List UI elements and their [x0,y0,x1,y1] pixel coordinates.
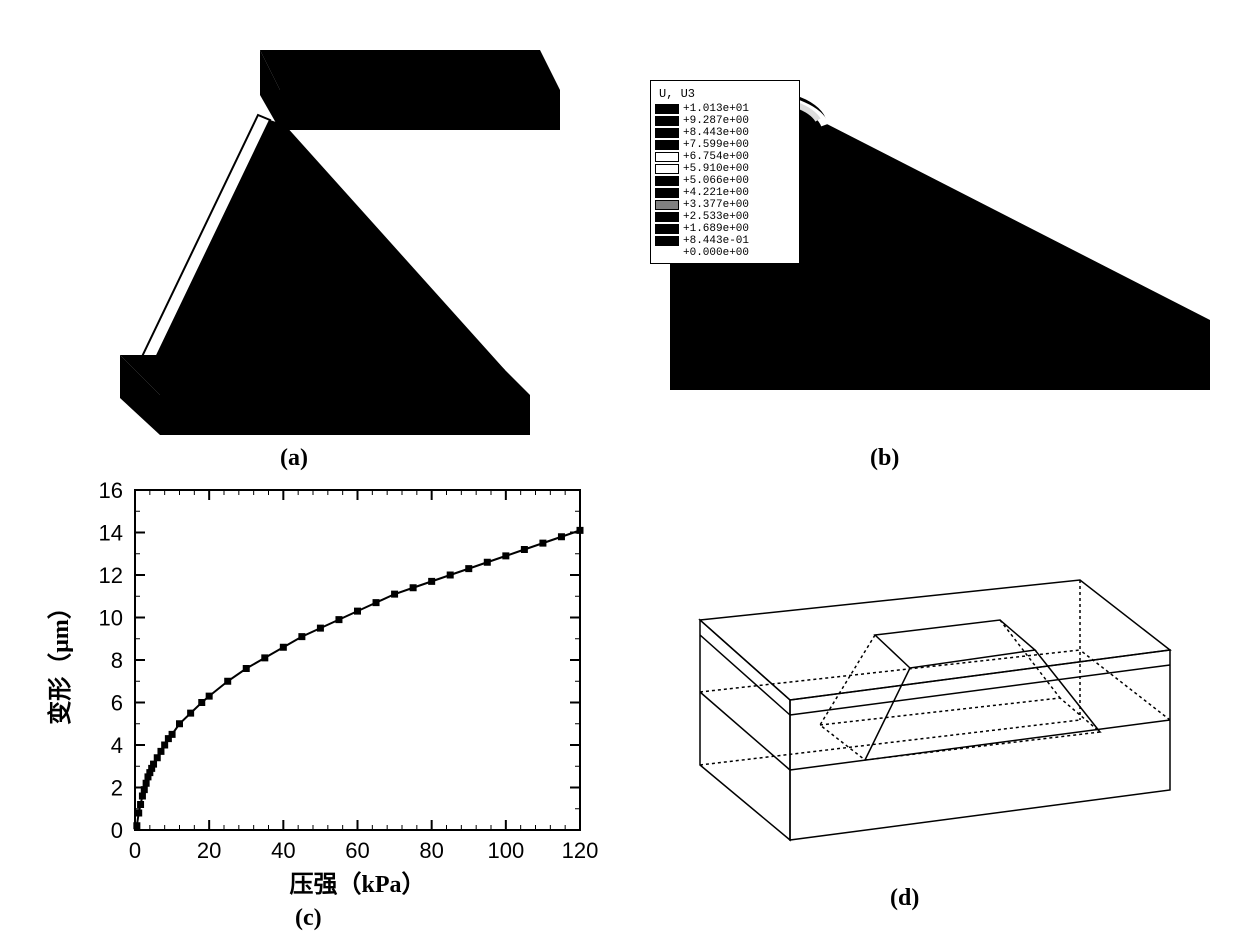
svg-text:16: 16 [99,480,123,503]
svg-text:20: 20 [197,838,221,863]
panel-d-label: (d) [890,885,919,912]
legend-swatch [655,140,679,150]
legend-swatch [655,188,679,198]
panel-b-label: (b) [870,445,899,472]
panel-c-label: (c) [295,905,322,932]
deformation-chart: 0 20 40 60 80 100 120 0 2 4 6 8 10 12 14 16 压强（kPa） 变形（μm… [40,480,600,910]
legend-swatch [655,176,679,186]
legend-row: +2.533e+00 [655,211,795,223]
legend-value: +6.754e+00 [683,151,749,163]
legend-value: +9.287e+00 [683,115,749,127]
bottom-plate [120,355,530,435]
svg-text:14: 14 [99,521,123,546]
legend-value: +8.443e-01 [683,235,749,247]
svg-text:6: 6 [111,691,123,716]
svg-text:100: 100 [487,838,524,863]
legend-swatch [655,152,679,162]
svg-text:2: 2 [111,776,123,801]
legend-title: U, U3 [655,87,795,101]
svg-text:80: 80 [419,838,443,863]
legend-row: +8.443e+00 [655,127,795,139]
legend-value: +2.533e+00 [683,211,749,223]
legend-swatch [655,116,679,126]
legend-value: +4.221e+00 [683,187,749,199]
legend-row: +5.066e+00 [655,175,795,187]
legend-row: +1.689e+00 [655,223,795,235]
svg-text:60: 60 [345,838,369,863]
panel-a-label: (a) [280,445,308,472]
legend-value: +1.013e+01 [683,103,749,115]
legend-row: +4.221e+00 [655,187,795,199]
legend-value: +0.000e+00 [683,247,749,259]
contour-legend: U, U3 +1.013e+01+9.287e+00+8.443e+00+7.5… [650,80,800,264]
legend-swatch [655,236,679,246]
svg-text:0: 0 [129,838,141,863]
top-plate [260,50,560,130]
svg-text:4: 4 [111,733,123,758]
legend-swatch [655,200,679,210]
svg-text:40: 40 [271,838,295,863]
svg-text:12: 12 [99,563,123,588]
legend-row: +8.443e-01 [655,235,795,247]
svg-text:压强（kPa）: 压强（kPa） [289,871,425,898]
legend-swatch [655,224,679,234]
panel-a [60,20,580,440]
legend-value: +3.377e+00 [683,199,749,211]
svg-text:120: 120 [562,838,599,863]
svg-text:变形（μm）: 变形（μm） [46,595,74,725]
legend-swatch [655,128,679,138]
svg-text:0: 0 [111,818,123,843]
legend-row: +1.013e+01 [655,103,795,115]
legend-swatch [655,104,679,114]
legend-value: +5.910e+00 [683,163,749,175]
legend-swatch [655,212,679,222]
legend-row: +7.599e+00 [655,139,795,151]
legend-value: +5.066e+00 [683,175,749,187]
panel-d-wireframe [660,520,1200,880]
svg-text:10: 10 [99,606,123,631]
legend-value: +8.443e+00 [683,127,749,139]
legend-row: +6.754e+00 [655,151,795,163]
legend-value: +7.599e+00 [683,139,749,151]
legend-row: +9.287e+00 [655,115,795,127]
wedge-body [138,115,505,385]
legend-row: +0.000e+00 [655,247,795,259]
svg-text:8: 8 [111,648,123,673]
legend-swatch [655,164,679,174]
legend-row: +3.377e+00 [655,199,795,211]
legend-row: +5.910e+00 [655,163,795,175]
legend-value: +1.689e+00 [683,223,749,235]
figure-container: (a) U, U3 +1.013e+01+9.287e+00+8.443e+00… [0,0,1240,938]
